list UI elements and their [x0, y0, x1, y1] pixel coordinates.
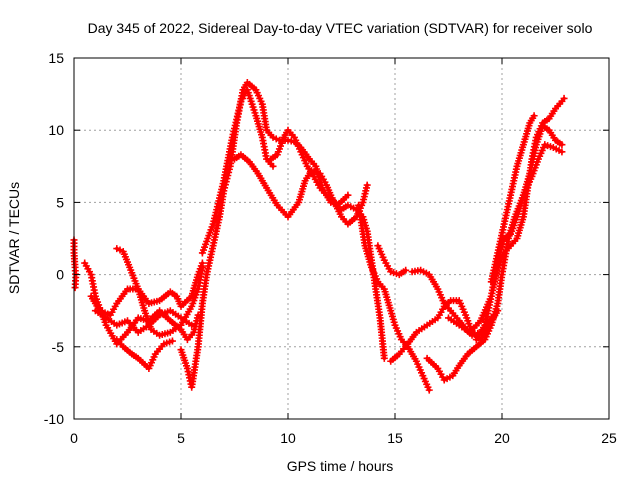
series-track-7	[177, 79, 352, 391]
series-track-10	[267, 126, 388, 362]
series-markers	[355, 201, 433, 394]
x-tick-labels: 0 5 10 15 20 25	[70, 430, 617, 446]
y-tick-label: 10	[48, 122, 64, 138]
series-markers	[374, 242, 410, 279]
series-track-12	[374, 242, 410, 279]
series-track-6	[113, 336, 176, 372]
x-tick-label: 20	[494, 430, 510, 446]
y-tick-label: 15	[48, 50, 64, 66]
series-markers	[113, 336, 176, 372]
series-markers	[198, 86, 277, 257]
series-track-1	[70, 236, 80, 292]
chart-title: Day 345 of 2022, Sidereal Day-to-day VTE…	[88, 20, 593, 36]
series-markers	[387, 297, 495, 365]
x-tick-label: 5	[177, 430, 185, 446]
series-track-5	[113, 245, 206, 339]
grid-lines	[74, 58, 609, 419]
series-markers	[113, 245, 206, 339]
y-tick-label: 0	[56, 267, 64, 283]
series-track-13	[387, 297, 495, 365]
series-track-11	[355, 201, 433, 394]
series-track-3	[87, 259, 206, 319]
series-markers	[267, 126, 388, 362]
data-series	[70, 79, 568, 394]
y-tick-label: -10	[44, 411, 64, 427]
series-track-9	[231, 151, 371, 228]
y-tick-labels: -10 -5 0 5 10 15	[44, 50, 64, 427]
series-track-18	[487, 112, 538, 286]
series-track-8	[198, 86, 277, 257]
series-markers	[487, 112, 538, 286]
y-tick-label: 5	[56, 194, 64, 210]
plot-frame	[73, 57, 610, 420]
series-markers	[231, 151, 371, 228]
x-tick-label: 15	[387, 430, 403, 446]
x-tick-label: 10	[280, 430, 296, 446]
series-markers	[87, 259, 206, 319]
series-trace	[356, 203, 431, 392]
x-tick-label: 25	[601, 430, 617, 446]
x-axis-label: GPS time / hours	[287, 458, 394, 474]
x-tick-label: 0	[70, 430, 78, 446]
axis-ticks	[73, 57, 610, 420]
y-axis-label: SDTVAR / TECUs	[6, 182, 22, 294]
series-markers	[472, 94, 568, 344]
y-tick-label: -5	[52, 339, 65, 355]
